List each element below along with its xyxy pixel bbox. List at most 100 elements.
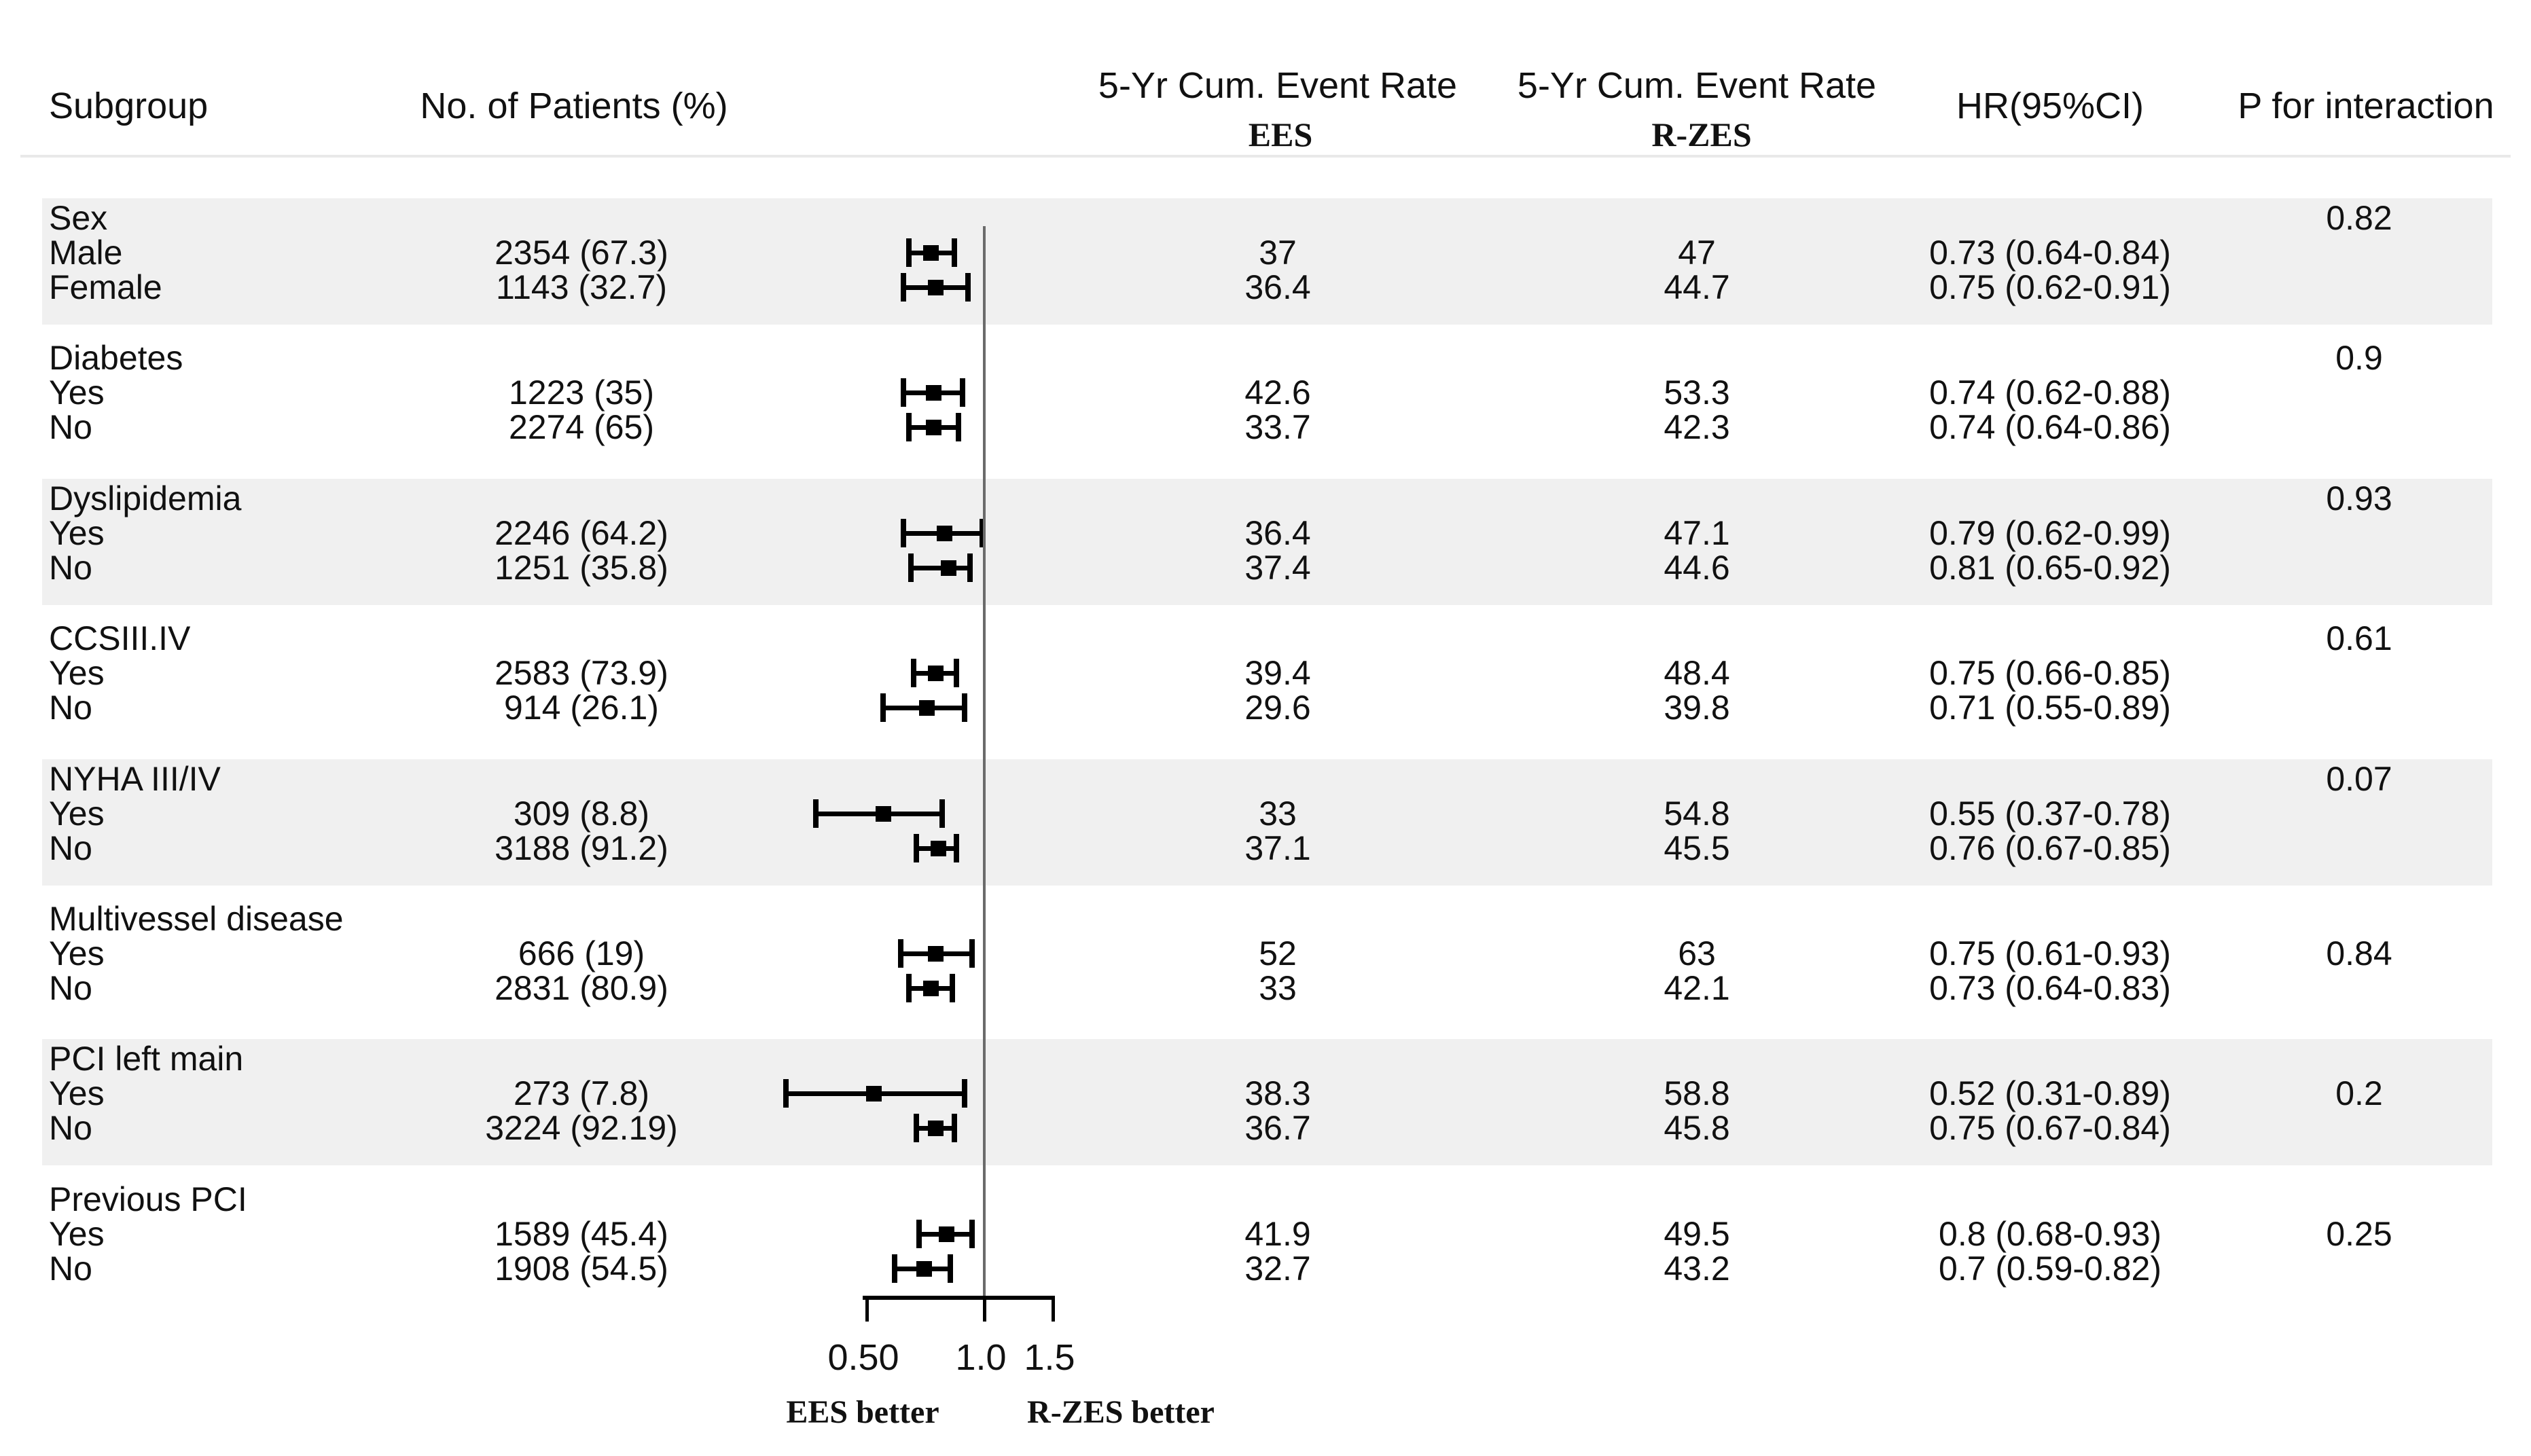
zebra-band xyxy=(42,479,2492,605)
patients-count: 1908 (54.5) xyxy=(495,1250,668,1288)
patients-count: 2583 (73.9) xyxy=(495,654,668,692)
column-header-p-interaction: P for interaction xyxy=(2238,86,2494,126)
rzes-event-rate: 42.3 xyxy=(1664,408,1730,446)
ci-cap xyxy=(892,1254,897,1283)
p-interaction-value: 0.93 xyxy=(2326,479,2392,517)
rzes-event-rate: 49.5 xyxy=(1664,1215,1730,1253)
row-label: No xyxy=(49,689,92,727)
ci-cap xyxy=(880,693,886,722)
hr-point-marker xyxy=(928,946,944,962)
axis-tick xyxy=(865,1296,869,1322)
ees-event-rate: 39.4 xyxy=(1244,654,1311,692)
ees-event-rate: 33 xyxy=(1259,795,1297,833)
hr-ci-text: 0.55 (0.37-0.78) xyxy=(1929,795,2171,833)
ees-event-rate: 38.3 xyxy=(1244,1074,1311,1112)
rzes-event-rate: 48.4 xyxy=(1664,654,1730,692)
subgroup-name: NYHA III/IV xyxy=(49,760,221,798)
hr-point-marker xyxy=(923,981,939,996)
ci-cap xyxy=(906,413,912,441)
row-label: No xyxy=(49,549,92,587)
hr-ci-text: 0.73 (0.64-0.84) xyxy=(1929,234,2171,272)
ees-event-rate: 32.7 xyxy=(1244,1250,1311,1288)
column-subheader-rzes: R-ZES xyxy=(1651,115,1752,153)
patients-count: 2831 (80.9) xyxy=(495,969,668,1007)
rzes-event-rate: 53.3 xyxy=(1664,374,1730,412)
rzes-event-rate: 47 xyxy=(1678,234,1716,272)
patients-count: 2354 (67.3) xyxy=(495,234,668,272)
rzes-event-rate: 44.6 xyxy=(1664,549,1730,587)
ci-cap xyxy=(969,1220,975,1248)
ci-cap xyxy=(813,799,819,828)
rzes-event-rate: 39.8 xyxy=(1664,689,1730,727)
ees-event-rate: 36.4 xyxy=(1244,268,1311,306)
rzes-event-rate: 45.5 xyxy=(1664,829,1730,867)
subgroup-name: PCI left main xyxy=(49,1040,244,1078)
hr-ci-text: 0.75 (0.62-0.91) xyxy=(1929,268,2171,306)
subgroup-name: CCSIII.IV xyxy=(49,619,191,657)
hr-ci-text: 0.76 (0.67-0.85) xyxy=(1929,829,2171,867)
ci-cap xyxy=(901,273,906,302)
p-interaction-value: 0.82 xyxy=(2326,199,2392,237)
header-underline xyxy=(20,155,2511,158)
ci-cap xyxy=(906,974,912,1002)
hr-point-marker xyxy=(939,1226,954,1242)
rzes-event-rate: 54.8 xyxy=(1664,795,1730,833)
row-label: Yes xyxy=(49,374,105,412)
axis-tick-label: 1.0 xyxy=(955,1337,1007,1378)
row-label: Yes xyxy=(49,934,105,972)
row-label: Male xyxy=(49,234,123,272)
ci-cap xyxy=(914,1114,919,1142)
ci-cap xyxy=(950,974,955,1002)
axis-tick-label: 1.5 xyxy=(1024,1337,1075,1378)
row-label: No xyxy=(49,408,92,446)
ci-cap xyxy=(980,519,985,547)
hr-axis-line xyxy=(863,1296,1055,1300)
patients-count: 1589 (45.4) xyxy=(495,1215,668,1253)
ci-cap xyxy=(962,693,967,722)
ees-event-rate: 52 xyxy=(1259,934,1297,972)
p-interaction-value: 0.84 xyxy=(2326,934,2392,972)
column-subheader-ees: EES xyxy=(1248,115,1313,153)
hr-ci-text: 0.52 (0.31-0.89) xyxy=(1929,1074,2171,1112)
ci-cap xyxy=(939,799,945,828)
hr-ci-text: 0.75 (0.66-0.85) xyxy=(1929,654,2171,692)
row-label: No xyxy=(49,829,92,867)
zebra-band xyxy=(42,759,2492,886)
patients-count: 2274 (65) xyxy=(508,408,655,446)
hr-point-marker xyxy=(941,560,956,576)
ci-cap xyxy=(965,273,971,302)
ci-cap xyxy=(948,1254,953,1283)
hr-point-marker xyxy=(928,666,944,681)
ees-event-rate: 36.4 xyxy=(1244,514,1311,552)
axis-tick-label: 0.50 xyxy=(827,1337,899,1378)
column-header-hr: HR(95%CI) xyxy=(1956,86,2144,126)
ees-event-rate: 36.7 xyxy=(1244,1109,1311,1147)
ci-cap xyxy=(952,1114,957,1142)
ees-event-rate: 33 xyxy=(1259,969,1297,1007)
row-label: No xyxy=(49,1250,92,1288)
ci-cap xyxy=(967,553,973,582)
patients-count: 273 (7.8) xyxy=(513,1074,650,1112)
ees-event-rate: 29.6 xyxy=(1244,689,1311,727)
axis-tick xyxy=(1052,1296,1055,1322)
p-interaction-value: 0.25 xyxy=(2326,1215,2392,1253)
rzes-event-rate: 58.8 xyxy=(1664,1074,1730,1112)
ees-event-rate: 33.7 xyxy=(1244,408,1311,446)
hr-point-marker xyxy=(916,1261,932,1277)
patients-count: 3224 (92.19) xyxy=(485,1109,678,1147)
column-header-patients: No. of Patients (%) xyxy=(420,86,728,126)
hr-point-marker xyxy=(923,245,939,261)
axis-label-ees-better: EES better xyxy=(786,1394,939,1430)
hr-point-marker xyxy=(931,841,946,856)
p-interaction-value: 0.9 xyxy=(2335,339,2383,377)
p-interaction-value: 0.2 xyxy=(2335,1074,2383,1112)
hr-point-marker xyxy=(928,1121,944,1136)
hr-ci-text: 0.7 (0.59-0.82) xyxy=(1939,1250,2161,1288)
subgroup-name: Dyslipidemia xyxy=(49,479,242,517)
patients-count: 1223 (35) xyxy=(508,374,655,412)
column-header-event-rate-ees: 5-Yr Cum. Event Rate xyxy=(1098,65,1458,106)
hr-ci-text: 0.73 (0.64-0.83) xyxy=(1929,969,2171,1007)
ci-cap xyxy=(911,659,916,687)
hr-point-marker xyxy=(928,280,944,295)
